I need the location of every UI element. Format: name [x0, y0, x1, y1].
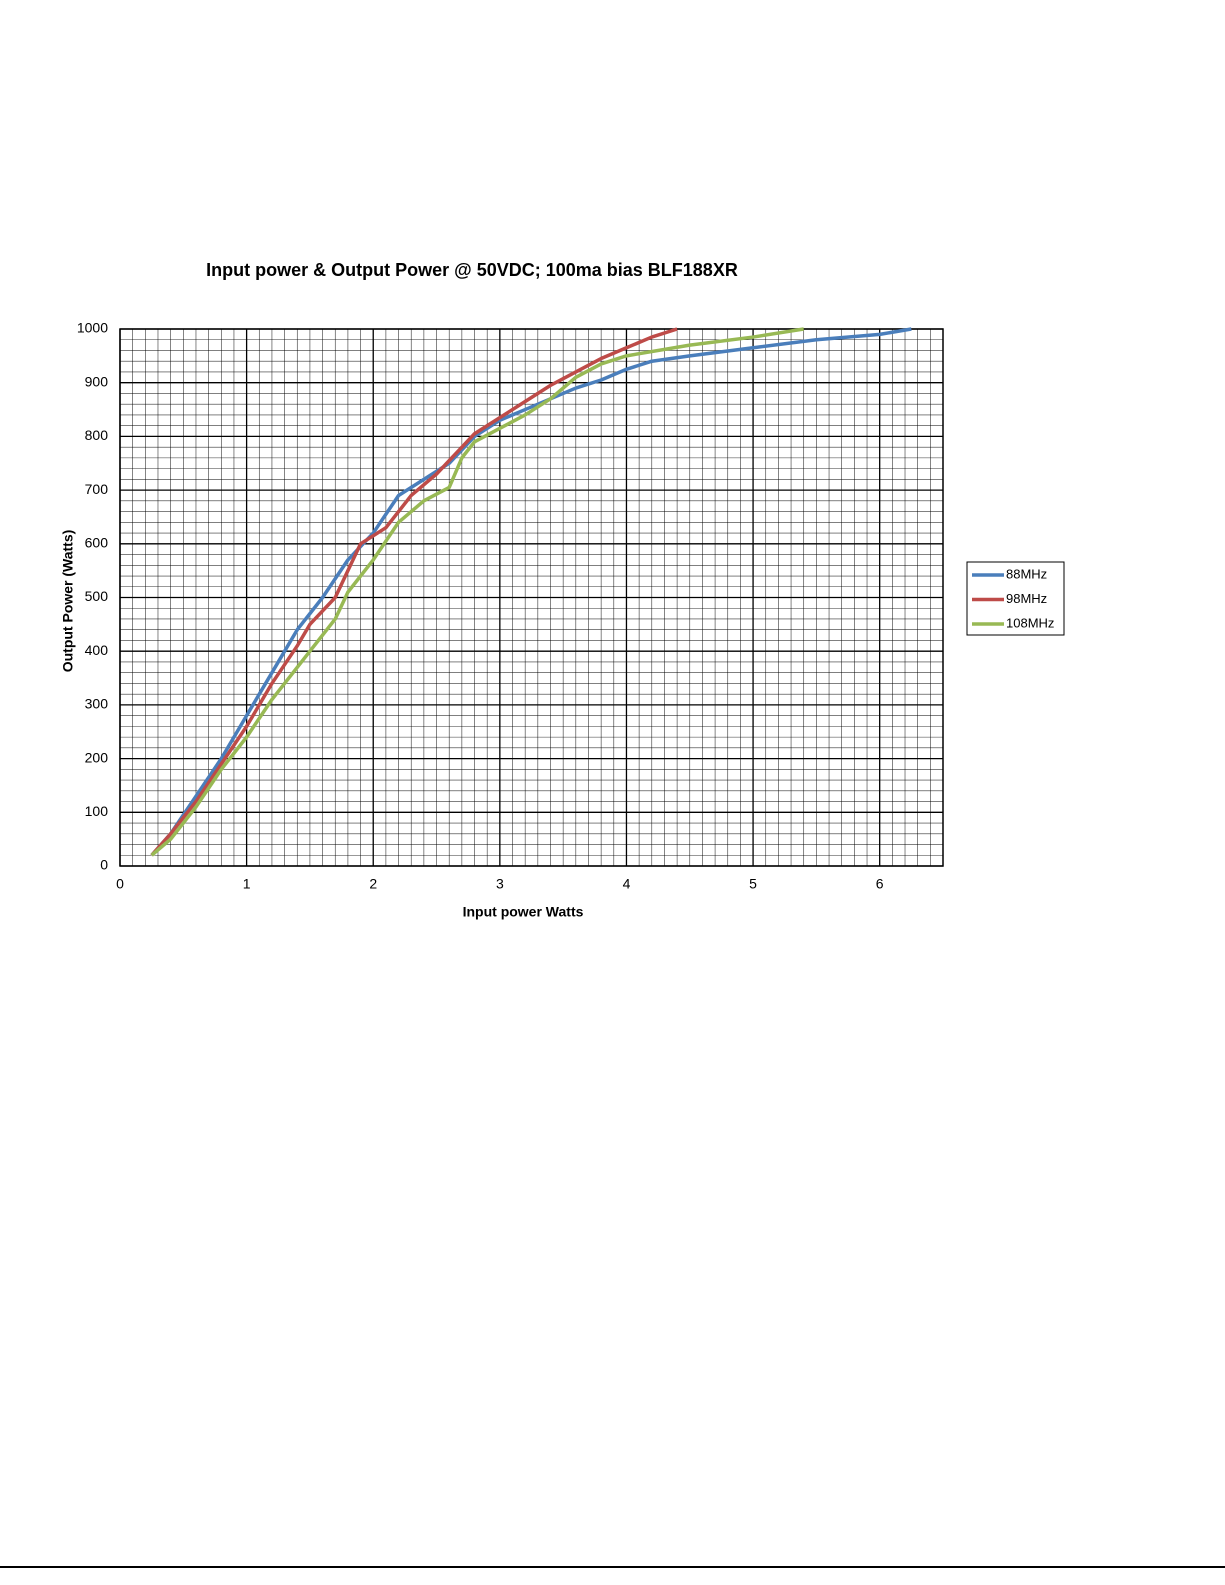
series-line	[150, 327, 804, 857]
y-tick-label: 400	[85, 642, 109, 658]
x-axis-title: Input power Watts	[463, 904, 584, 920]
y-tick-label: 700	[85, 481, 109, 497]
legend-text: 108MHz	[1006, 615, 1054, 630]
y-tick-label: 900	[85, 373, 109, 389]
y-tick-label: 600	[85, 535, 109, 551]
series-line	[150, 327, 912, 857]
x-tick-label: 4	[623, 876, 631, 892]
y-tick-label: 500	[85, 588, 109, 604]
y-tick-label: 0	[100, 857, 108, 873]
x-tick-label: 6	[876, 876, 884, 892]
y-tick-label: 100	[85, 803, 109, 819]
x-tick-label: 5	[749, 876, 757, 892]
plot-frame	[119, 328, 944, 867]
legend-text: 88MHz	[1006, 566, 1047, 581]
x-tick-label: 0	[116, 876, 124, 892]
y-tick-label: 200	[85, 749, 109, 765]
legend-text: 98MHz	[1006, 591, 1047, 606]
y-tick-label: 800	[85, 427, 109, 443]
x-tick-label: 1	[243, 876, 251, 892]
y-tick-label: 300	[85, 696, 109, 712]
y-axis-title: Output Power (Watts)	[60, 530, 76, 673]
series-line	[150, 327, 678, 857]
x-tick-label: 2	[369, 876, 377, 892]
x-tick-label: 3	[496, 876, 504, 892]
chart-title: Input power & Output Power @ 50VDC; 100m…	[206, 260, 738, 280]
y-tick-label: 1000	[77, 320, 108, 336]
